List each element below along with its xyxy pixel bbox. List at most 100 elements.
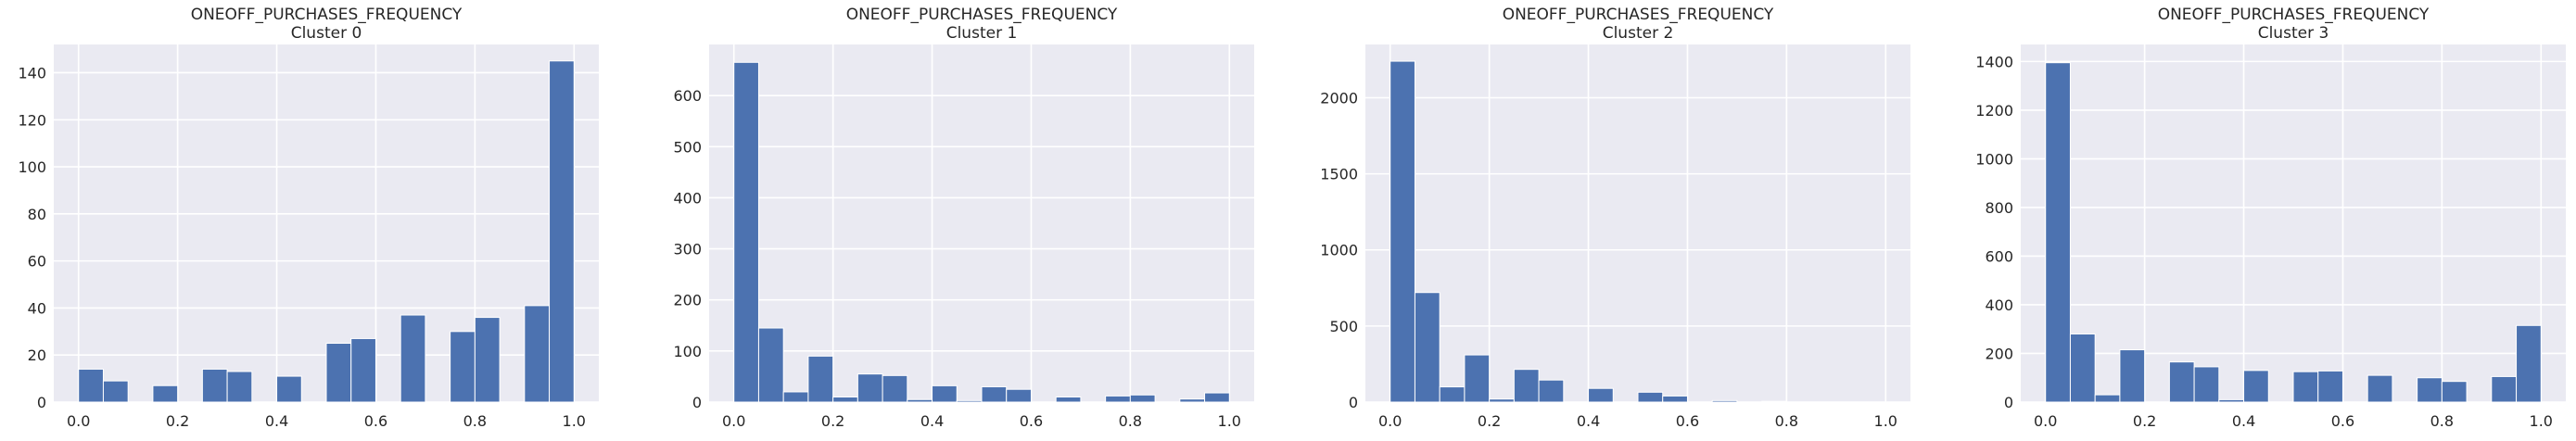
histogram-bar bbox=[1513, 369, 1540, 403]
x-tick-label: 1.0 bbox=[563, 412, 586, 430]
y-tick-label: 300 bbox=[673, 241, 702, 258]
x-tick-label: 0.0 bbox=[67, 412, 90, 430]
histogram-bar bbox=[882, 374, 908, 403]
y-tick-label: 0 bbox=[1349, 394, 1358, 411]
histogram-bar bbox=[1006, 388, 1032, 403]
histogram-bar bbox=[1390, 60, 1415, 403]
histogram-bar bbox=[1489, 398, 1515, 403]
histogram-bar bbox=[1538, 379, 1565, 403]
y-tick-label: 600 bbox=[673, 87, 702, 105]
histogram-bar bbox=[2516, 324, 2542, 403]
y-tick-label: 1000 bbox=[1975, 150, 2013, 168]
y-tick-label: 200 bbox=[673, 292, 702, 309]
y-tick-label: 400 bbox=[1985, 296, 2013, 314]
histogram-bar bbox=[1179, 398, 1206, 403]
histogram-bar bbox=[2243, 370, 2269, 403]
histogram-bar bbox=[2094, 394, 2121, 403]
y-tick-label: 1400 bbox=[1975, 53, 2013, 70]
histogram-bar bbox=[907, 398, 933, 403]
y-tick-label: 120 bbox=[18, 111, 46, 129]
x-tick-label: 0.8 bbox=[2430, 412, 2454, 430]
x-tick-label: 0.2 bbox=[821, 412, 844, 430]
y-tick-label: 0 bbox=[37, 394, 46, 411]
x-tick-label: 0.4 bbox=[2232, 412, 2255, 430]
histogram-bar bbox=[2292, 371, 2319, 403]
y-tick-label: 0 bbox=[692, 394, 702, 411]
y-tick-label: 60 bbox=[28, 253, 46, 271]
x-tick-label: 0.4 bbox=[265, 412, 288, 430]
x-tick-label: 0.4 bbox=[1577, 412, 1600, 430]
y-tick-label: 40 bbox=[28, 299, 46, 317]
chart-subtitle: Cluster 3 bbox=[2258, 24, 2329, 43]
y-tick-label: 500 bbox=[1329, 318, 1358, 335]
histogram-bar bbox=[2441, 381, 2468, 403]
y-tick-label: 1500 bbox=[1320, 166, 1358, 183]
histogram-bar bbox=[474, 317, 501, 403]
histogram-bar bbox=[832, 396, 858, 403]
histogram-bar bbox=[782, 391, 809, 403]
histogram-bar bbox=[1105, 395, 1131, 403]
x-tick-label: 0.0 bbox=[722, 412, 745, 430]
y-tick-label: 100 bbox=[18, 158, 46, 176]
histogram-bar bbox=[549, 60, 575, 403]
histogram-bar bbox=[1414, 292, 1440, 403]
y-tick-label: 2000 bbox=[1320, 89, 1358, 107]
histogram-bar bbox=[325, 343, 352, 403]
y-tick-label: 140 bbox=[18, 64, 46, 82]
x-tick-label: 0.4 bbox=[920, 412, 944, 430]
histogram-panel-1: 0.0 0.2 0.4 0.6 0.8 1.0 0 100 200 300 400 500 600 ONE… bbox=[673, 6, 1254, 430]
histogram-bar bbox=[2218, 398, 2245, 403]
histogram-bar bbox=[2317, 370, 2343, 403]
x-tick-label: 1.0 bbox=[1218, 412, 1241, 430]
x-tick-label: 1.0 bbox=[1874, 412, 1897, 430]
histogram-bar bbox=[2168, 361, 2195, 403]
y-tick-label: 800 bbox=[1985, 199, 2013, 217]
histogram-bar bbox=[2193, 366, 2220, 403]
chart-title: ONEOFF_PURCHASES_FREQUENCY bbox=[1503, 6, 1774, 24]
histogram-bar bbox=[733, 61, 759, 403]
histogram-bar bbox=[276, 375, 302, 403]
histogram-panel-2: 0.0 0.2 0.4 0.6 0.8 1.0 0 500 1000 1500 2000 ONEOFF… bbox=[1320, 6, 1910, 430]
histogram-bar bbox=[757, 327, 784, 403]
histogram-bar bbox=[1204, 392, 1230, 403]
histogram-bar bbox=[1055, 396, 1082, 403]
y-tick-label: 1200 bbox=[1975, 102, 2013, 120]
x-tick-label: 0.2 bbox=[166, 412, 189, 430]
y-tick-label: 400 bbox=[673, 189, 702, 207]
histogram-bar bbox=[2367, 374, 2393, 403]
histogram-bar bbox=[1464, 354, 1491, 403]
histogram-bar bbox=[400, 314, 426, 403]
histogram-bar bbox=[1761, 400, 1787, 403]
histogram-bar bbox=[102, 380, 129, 403]
x-tick-label: 0.6 bbox=[1676, 412, 1699, 430]
histogram-bar bbox=[2417, 377, 2443, 403]
y-tick-label: 0 bbox=[2004, 394, 2013, 411]
plot-area bbox=[1365, 44, 1910, 402]
x-tick-label: 0.8 bbox=[463, 412, 487, 430]
x-tick-label: 1.0 bbox=[2530, 412, 2553, 430]
x-tick-label: 0.6 bbox=[364, 412, 387, 430]
histogram-bar bbox=[807, 355, 834, 403]
plot-area bbox=[709, 44, 1254, 402]
y-tick-label: 600 bbox=[1985, 247, 2013, 265]
y-tick-label: 20 bbox=[28, 346, 46, 364]
y-tick-label: 80 bbox=[28, 206, 46, 223]
histogram-bar bbox=[1662, 395, 1688, 403]
y-tick-label: 1000 bbox=[1320, 242, 1358, 259]
chart-subtitle: Cluster 0 bbox=[291, 24, 362, 43]
histogram-bar bbox=[2119, 349, 2146, 403]
histogram-bar bbox=[956, 399, 983, 403]
histogram-bar bbox=[1588, 387, 1614, 403]
chart-subtitle: Cluster 2 bbox=[1603, 24, 1674, 43]
histogram-bar bbox=[226, 371, 253, 403]
plot-area bbox=[54, 44, 599, 402]
chart-title: ONEOFF_PURCHASES_FREQUENCY bbox=[2158, 6, 2430, 24]
histogram-bar bbox=[1129, 394, 1156, 403]
histogram-bar bbox=[78, 368, 104, 403]
histogram-bar bbox=[2069, 333, 2096, 403]
histogram-bar bbox=[152, 384, 179, 403]
histogram-bar bbox=[1637, 391, 1664, 403]
chart-title: ONEOFF_PURCHASES_FREQUENCY bbox=[191, 6, 463, 24]
histogram-bar bbox=[201, 368, 228, 403]
